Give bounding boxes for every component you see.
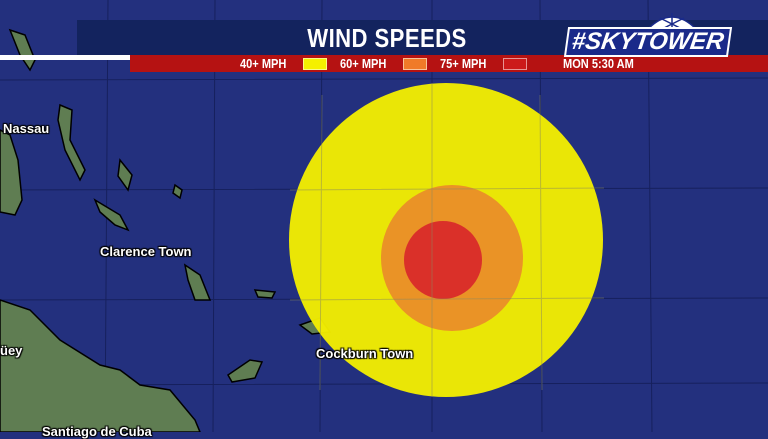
grid-overlay	[289, 83, 605, 397]
legend-swatch-60	[403, 58, 427, 70]
land-masses	[0, 28, 332, 432]
timestamp: MON 5:30 AM	[563, 56, 634, 71]
wind-field-75mph	[404, 221, 482, 299]
divider	[0, 55, 130, 60]
legend-label-40: 40+ MPH	[240, 56, 287, 71]
logo-text: #SKYTOWER	[563, 27, 732, 57]
city-label-nassau: Nassau	[3, 121, 50, 136]
city-label-cockburn-town: Cockburn Town	[316, 346, 414, 361]
city-label-camaguey: üey	[0, 343, 23, 358]
legend-label-75: 75+ MPH	[440, 56, 487, 71]
skytower-logo: #SKYTOWER	[562, 10, 732, 58]
legend-swatch-75	[503, 58, 527, 70]
legend-bar: 40+ MPH 60+ MPH 75+ MPH MON 5:30 AM	[130, 55, 768, 72]
page-title: WIND SPEEDS	[307, 23, 467, 53]
legend-label-60: 60+ MPH	[340, 56, 387, 71]
legend-swatch-40	[303, 58, 327, 70]
city-label-clarence-town: Clarence Town	[100, 244, 192, 259]
